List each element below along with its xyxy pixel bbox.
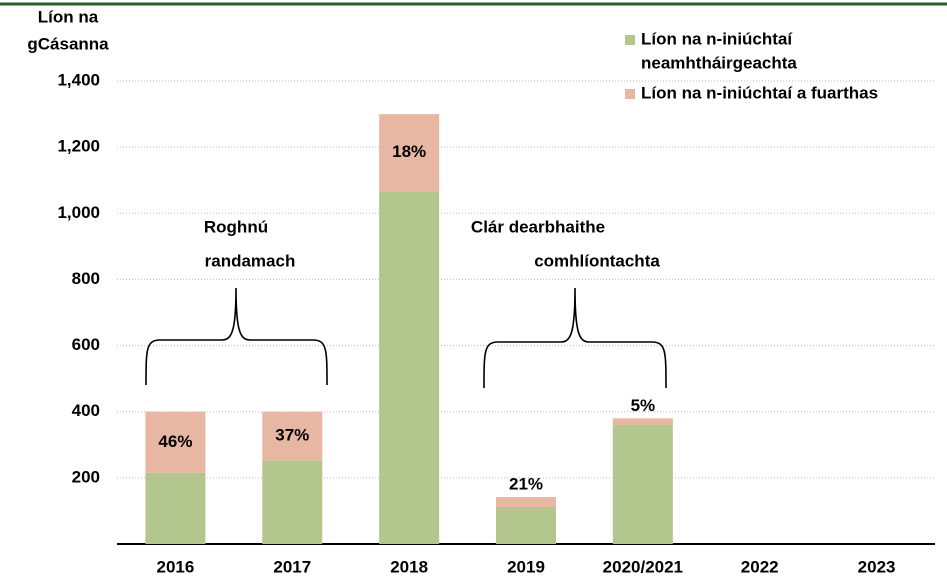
bar-segment bbox=[145, 472, 206, 544]
legend-swatch bbox=[625, 35, 635, 45]
share-label: 21% bbox=[509, 475, 543, 494]
bar-segment bbox=[145, 411, 206, 473]
bar-segment bbox=[262, 460, 323, 544]
y-tick-label: 800 bbox=[72, 269, 100, 288]
y-tick-label: 1,000 bbox=[57, 203, 100, 222]
bar-segment bbox=[496, 506, 556, 544]
y-tick-label: 200 bbox=[72, 467, 100, 486]
y-tick-label: 1,400 bbox=[57, 70, 100, 89]
x-tick-label: 2020/2021 bbox=[603, 557, 683, 576]
y-axis-label: Líon na bbox=[38, 7, 99, 26]
share-label: 5% bbox=[631, 396, 656, 415]
bar-segment bbox=[496, 497, 556, 507]
bar-segment bbox=[612, 424, 673, 544]
y-axis-label: gCásanna bbox=[27, 34, 109, 53]
share-label: 37% bbox=[275, 426, 309, 445]
x-tick-label: 2023 bbox=[858, 557, 896, 576]
legend-label: Líon na n-iniúchtaí a fuarthas bbox=[641, 83, 878, 102]
brace bbox=[145, 287, 328, 386]
y-tick-label: 400 bbox=[72, 401, 100, 420]
share-label: 46% bbox=[158, 432, 192, 451]
x-tick-label: 2018 bbox=[390, 557, 428, 576]
bar-segment bbox=[612, 418, 673, 425]
y-tick-label: 600 bbox=[72, 335, 100, 354]
share-label: 18% bbox=[392, 142, 426, 161]
legend-label: Líon na n-iniúchtaí bbox=[641, 29, 793, 48]
brace bbox=[483, 287, 667, 389]
legend-label: neamhtháirgeachta bbox=[641, 53, 797, 72]
legend-swatch bbox=[625, 89, 635, 99]
annotation: Roghnú bbox=[204, 217, 268, 236]
x-tick-label: 2022 bbox=[741, 557, 779, 576]
bar-segment bbox=[379, 191, 440, 545]
x-tick-label: 2016 bbox=[157, 557, 195, 576]
y-tick-label: 1,200 bbox=[57, 137, 100, 156]
x-tick-label: 2019 bbox=[507, 557, 545, 576]
x-tick-label: 2017 bbox=[273, 557, 311, 576]
annotation: Clár dearbhaithe bbox=[471, 217, 605, 236]
annotation: randamach bbox=[205, 251, 296, 270]
bar-segment bbox=[379, 114, 440, 192]
bar-segment bbox=[262, 411, 323, 461]
annotation: comhlíontachta bbox=[534, 251, 660, 270]
